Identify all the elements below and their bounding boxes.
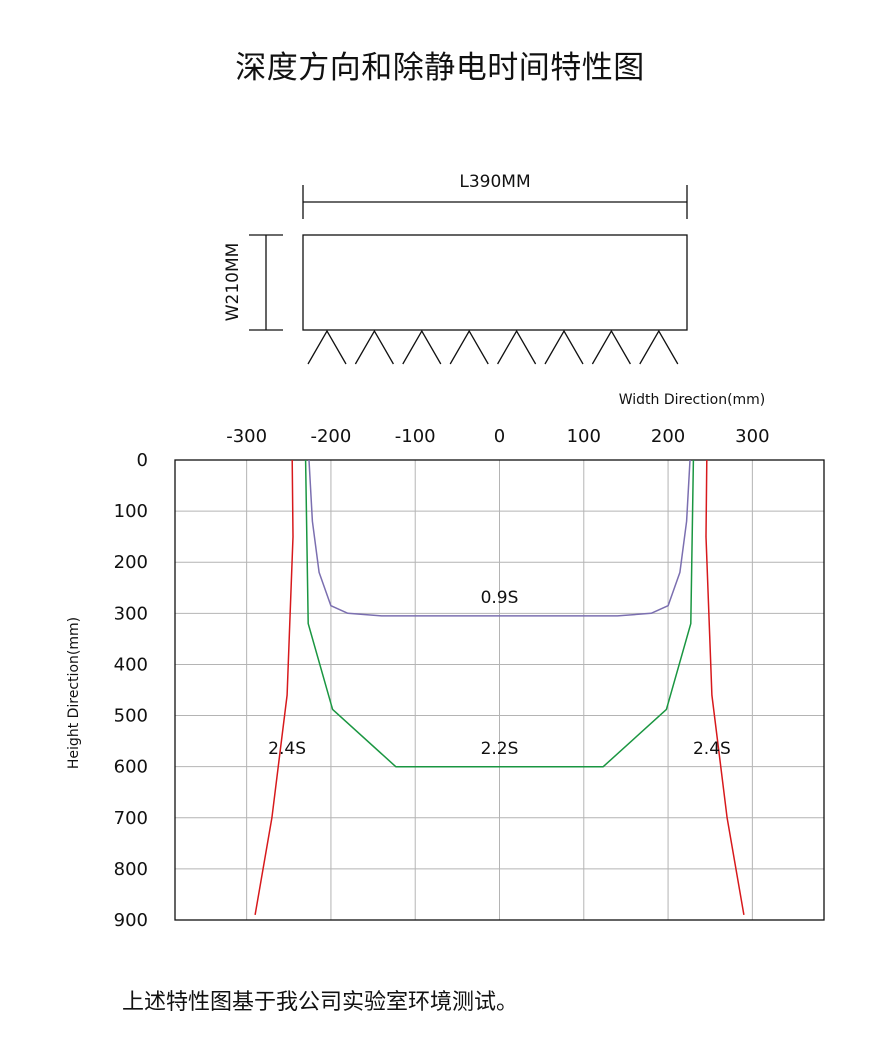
nozzle-2 — [354, 329, 394, 365]
series-line-2-2S-1 — [304, 459, 695, 768]
y-tick-label: 0 — [137, 450, 148, 471]
footnote: 上述特性图基于我公司实验室环境测试。 — [122, 990, 519, 1015]
y-tick-label: 800 — [114, 859, 148, 880]
y-tick-label: 400 — [114, 654, 148, 675]
width-label: W210MM — [223, 243, 243, 322]
airflow-nozzles — [307, 329, 679, 365]
nozzle-5 — [497, 329, 537, 365]
y-tick-label: 600 — [114, 757, 148, 778]
x-tick-labels: -300 -200 -100 0 100 200 300 — [226, 426, 769, 447]
y-tick-label: 500 — [114, 706, 148, 727]
device-body — [302, 234, 688, 331]
nozzle-7 — [591, 329, 631, 365]
y-tick-labels: 0 100 200 300 400 500 600 700 800 900 — [114, 450, 148, 931]
nozzle-6 — [544, 329, 584, 365]
y-tick-label: 900 — [114, 910, 148, 931]
x-tick-label: 200 — [651, 426, 685, 447]
length-label: L390MM — [459, 172, 530, 192]
chart: -300 -200 -100 0 100 200 300 0 100 200 300 400 500 6… — [66, 392, 825, 931]
x-axis-label: Width Direction(mm) — [619, 392, 766, 408]
series-lines — [254, 459, 745, 916]
ionizer-diagram: L390MM W210MM — [223, 172, 688, 365]
y-axis-label: Height Direction(mm) — [66, 617, 82, 769]
y-tick-label: 300 — [114, 603, 148, 624]
series-annotation: 2.4S — [693, 739, 731, 759]
x-tick-label: -200 — [310, 426, 351, 447]
series-line-2-4S-2 — [254, 459, 294, 916]
x-tick-label: -300 — [226, 426, 267, 447]
y-tick-label: 100 — [114, 501, 148, 522]
series-annotation: 2.4S — [268, 739, 306, 759]
nozzle-8 — [639, 329, 679, 365]
y-tick-label: 700 — [114, 808, 148, 829]
series-annotations: 0.9S 2.2S 2.4S 2.4S — [268, 588, 731, 759]
x-tick-label: -100 — [395, 426, 436, 447]
plot-frame — [174, 459, 825, 921]
series-line-0-9S-0 — [308, 459, 691, 617]
x-tick-label: 300 — [735, 426, 769, 447]
series-line-2-4S-3 — [705, 459, 745, 916]
chart-title: 深度方向和除静电时间特性图 — [235, 50, 645, 86]
x-tick-label: 0 — [494, 426, 505, 447]
grid — [175, 460, 824, 920]
nozzle-1 — [307, 329, 347, 365]
y-tick-label: 200 — [114, 552, 148, 573]
series-annotation: 0.9S — [481, 588, 519, 608]
nozzle-3 — [402, 329, 442, 365]
nozzle-4 — [449, 329, 489, 365]
x-tick-label: 100 — [567, 426, 601, 447]
series-annotation: 2.2S — [481, 739, 519, 759]
